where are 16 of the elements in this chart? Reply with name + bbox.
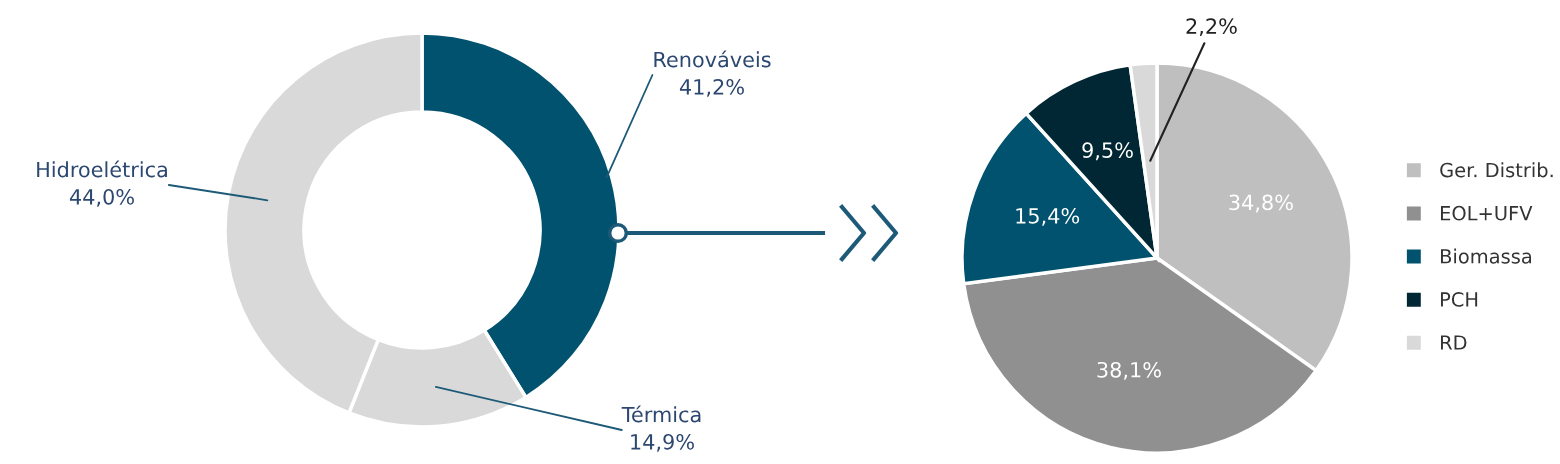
data-label: 38,1% <box>1097 361 1161 380</box>
data-label: 44,0% <box>69 188 134 207</box>
data-label: 14,9% <box>631 433 694 452</box>
legend-label: EOL+UFV <box>1441 205 1533 221</box>
legend-label: Ger. Distrib. <box>1440 162 1553 178</box>
data-label: 15,4% <box>1016 207 1080 226</box>
slice-label: Térmica <box>621 405 701 423</box>
legend-label: Biomassa <box>1441 248 1532 264</box>
data-label: 9,5% <box>1082 142 1133 161</box>
slice-label: Renováveis <box>654 50 771 68</box>
data-label: 34,8% <box>1229 194 1293 213</box>
data-label: 41,2% <box>679 78 744 97</box>
legend-label: RD <box>1441 335 1467 350</box>
slice-label: Hidroelétrica <box>37 160 167 178</box>
data-label: 2,2% <box>1186 18 1237 37</box>
legend-label: PCH <box>1441 292 1478 307</box>
